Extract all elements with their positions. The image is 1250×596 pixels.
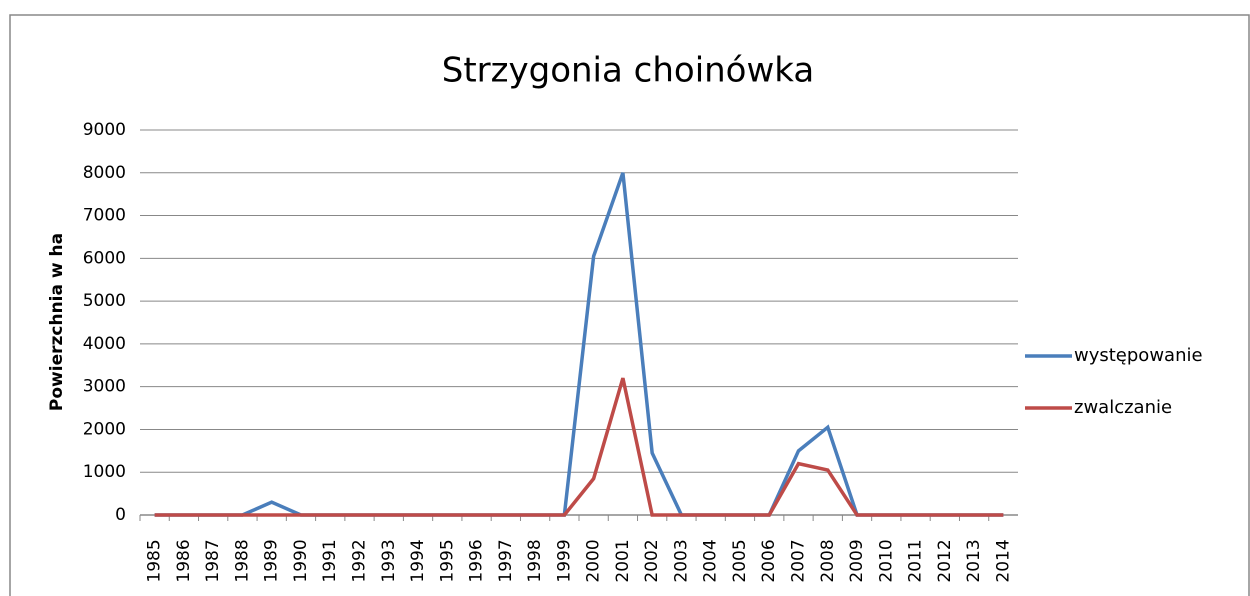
x-tick-label: 1999 xyxy=(554,539,574,582)
x-tick-label: 2010 xyxy=(876,539,896,582)
x-tick-label: 2008 xyxy=(818,539,838,582)
x-tick-label: 2006 xyxy=(759,539,779,582)
x-tick-label: 2007 xyxy=(789,539,809,582)
y-tick-label: 7000 xyxy=(83,206,126,226)
x-tick-label: 2013 xyxy=(964,539,984,582)
legend-label: występowanie xyxy=(1074,345,1203,366)
y-axis-title: Powierzchnia w ha xyxy=(47,233,67,411)
x-tick-label: 2005 xyxy=(730,539,750,582)
y-tick-label: 3000 xyxy=(83,377,126,397)
x-tick-label: 2004 xyxy=(701,539,721,582)
y-tick-label: 1000 xyxy=(83,462,126,482)
x-tick-label: 1985 xyxy=(145,539,165,582)
data-line xyxy=(154,377,1004,517)
x-tick-label: 1991 xyxy=(320,539,340,582)
x-tick-label: 2003 xyxy=(671,539,691,582)
x-tick-label: 1993 xyxy=(379,539,399,582)
chart-frame xyxy=(9,14,1250,596)
x-tick-label: 2000 xyxy=(584,539,604,582)
x-tick-label: 1988 xyxy=(232,539,252,582)
x-tick-label: 2014 xyxy=(993,539,1013,582)
x-tick-label: 2011 xyxy=(906,539,926,582)
y-tick-label: 4000 xyxy=(83,334,126,354)
x-tick-label: 2001 xyxy=(613,539,633,582)
x-tick-label: 1996 xyxy=(467,539,487,582)
x-tick-label: 1987 xyxy=(203,539,223,582)
y-tick-label: 0 xyxy=(115,505,126,525)
y-tick-label: 6000 xyxy=(83,248,126,268)
x-tick-label: 1986 xyxy=(174,539,194,582)
x-tick-label: 1994 xyxy=(408,539,428,582)
x-tick-label: 1997 xyxy=(496,539,516,582)
chart-title: Strzygonia choinówka xyxy=(442,51,814,91)
x-tick-label: 2002 xyxy=(642,539,662,582)
y-tick-label: 2000 xyxy=(83,419,126,439)
x-tick-label: 2012 xyxy=(935,539,955,582)
y-tick-label: 9000 xyxy=(83,120,126,140)
x-tick-label: 1995 xyxy=(437,539,457,582)
x-tick-label: 1989 xyxy=(262,539,282,582)
y-tick-label: 8000 xyxy=(83,163,126,183)
x-tick-label: 1998 xyxy=(525,539,545,582)
x-tick-label: 2009 xyxy=(847,539,867,582)
legend-label: zwalczanie xyxy=(1074,397,1172,418)
y-tick-label: 5000 xyxy=(83,291,126,311)
x-tick-label: 1992 xyxy=(350,539,370,582)
x-tick-label: 1990 xyxy=(291,539,311,582)
